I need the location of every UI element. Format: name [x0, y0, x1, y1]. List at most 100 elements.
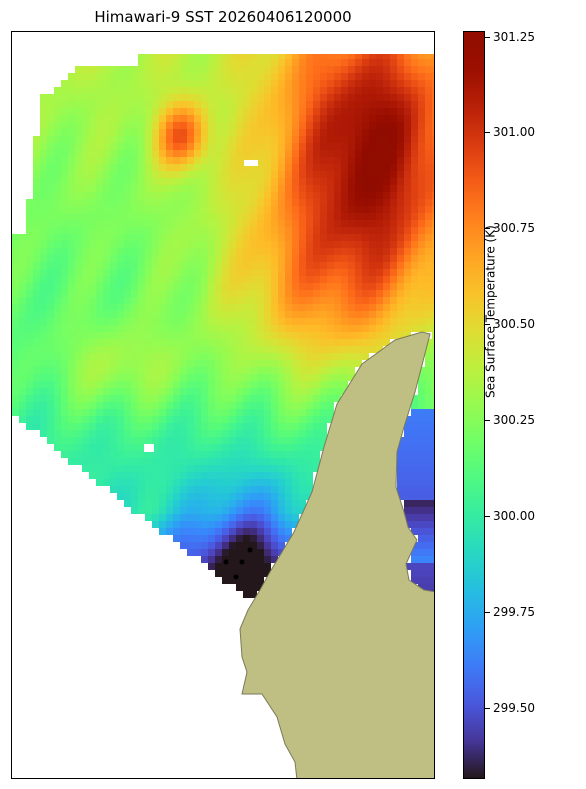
sst-pixel — [54, 87, 61, 94]
sst-pixel — [348, 157, 355, 164]
sst-pixel — [243, 213, 250, 220]
sst-pixel — [68, 227, 75, 234]
colorbar-tick — [485, 37, 490, 38]
sst-pixel — [250, 164, 257, 171]
sst-pixel — [145, 507, 152, 514]
sst-pixel — [243, 395, 250, 402]
sst-pixel — [425, 87, 432, 94]
sst-pixel — [390, 304, 397, 311]
sst-pixel — [334, 318, 341, 325]
sst-pixel — [89, 444, 96, 451]
sst-pixel — [26, 367, 33, 374]
sst-pixel — [82, 409, 89, 416]
sst-pixel — [299, 129, 306, 136]
sst-pixel — [432, 570, 434, 577]
sst-pixel — [418, 563, 425, 570]
sst-pixel — [306, 192, 313, 199]
sst-pixel — [250, 500, 257, 507]
sst-pixel — [425, 563, 432, 570]
sst-pixel — [187, 500, 194, 507]
sst-pixel — [250, 143, 257, 150]
sst-pixel — [215, 346, 222, 353]
sst-pixel — [166, 171, 173, 178]
sst-pixel — [222, 108, 229, 115]
sst-pixel — [341, 297, 348, 304]
sst-pixel — [166, 465, 173, 472]
sst-pixel — [271, 549, 278, 556]
sst-pixel — [285, 332, 292, 339]
sst-pixel — [61, 339, 68, 346]
sst-pixel — [89, 73, 96, 80]
sst-pixel — [208, 500, 215, 507]
sst-pixel — [425, 157, 432, 164]
sst-pixel — [75, 444, 82, 451]
sst-pixel — [404, 143, 411, 150]
sst-pixel — [229, 542, 236, 549]
sst-pixel — [292, 311, 299, 318]
sst-pixel — [201, 234, 208, 241]
sst-pixel — [47, 423, 54, 430]
sst-pixel — [285, 185, 292, 192]
sst-pixel — [222, 577, 229, 584]
sst-pixel — [201, 157, 208, 164]
sst-pixel — [33, 423, 40, 430]
sst-pixel — [159, 283, 166, 290]
island-marker — [247, 547, 253, 553]
sst-pixel — [89, 353, 96, 360]
sst-pixel — [222, 374, 229, 381]
sst-pixel — [236, 227, 243, 234]
sst-pixel — [425, 507, 432, 514]
sst-pixel — [250, 346, 257, 353]
sst-pixel — [362, 248, 369, 255]
sst-pixel — [292, 206, 299, 213]
sst-pixel — [355, 283, 362, 290]
sst-pixel — [96, 416, 103, 423]
sst-pixel — [82, 73, 89, 80]
sst-pixel — [222, 423, 229, 430]
sst-pixel — [327, 164, 334, 171]
sst-pixel — [215, 192, 222, 199]
sst-pixel — [320, 395, 327, 402]
sst-pixel — [124, 185, 131, 192]
sst-pixel — [201, 262, 208, 269]
sst-pixel — [292, 255, 299, 262]
sst-pixel — [229, 535, 236, 542]
sst-pixel — [362, 241, 369, 248]
sst-pixel — [173, 472, 180, 479]
sst-pixel — [390, 199, 397, 206]
sst-pixel — [61, 451, 68, 458]
sst-pixel — [117, 185, 124, 192]
sst-pixel — [110, 430, 117, 437]
sst-pixel — [124, 122, 131, 129]
sst-pixel — [306, 220, 313, 227]
sst-pixel — [75, 325, 82, 332]
sst-pixel — [117, 220, 124, 227]
sst-pixel — [222, 157, 229, 164]
sst-pixel — [117, 437, 124, 444]
sst-pixel — [208, 297, 215, 304]
sst-pixel — [404, 500, 411, 507]
sst-pixel — [285, 486, 292, 493]
sst-pixel — [222, 507, 229, 514]
sst-pixel — [229, 465, 236, 472]
sst-pixel — [411, 171, 418, 178]
sst-pixel — [376, 66, 383, 73]
sst-pixel — [292, 59, 299, 66]
sst-pixel — [12, 255, 19, 262]
sst-pixel — [33, 220, 40, 227]
sst-pixel — [313, 283, 320, 290]
sst-pixel — [75, 192, 82, 199]
sst-pixel — [19, 269, 26, 276]
sst-pixel — [201, 66, 208, 73]
sst-pixel — [271, 465, 278, 472]
sst-pixel — [19, 409, 26, 416]
sst-pixel — [152, 297, 159, 304]
sst-pixel — [376, 290, 383, 297]
sst-pixel — [264, 87, 271, 94]
sst-pixel — [131, 227, 138, 234]
sst-pixel — [54, 234, 61, 241]
sst-pixel — [264, 59, 271, 66]
sst-pixel — [222, 87, 229, 94]
sst-pixel — [327, 402, 334, 409]
sst-pixel — [236, 437, 243, 444]
